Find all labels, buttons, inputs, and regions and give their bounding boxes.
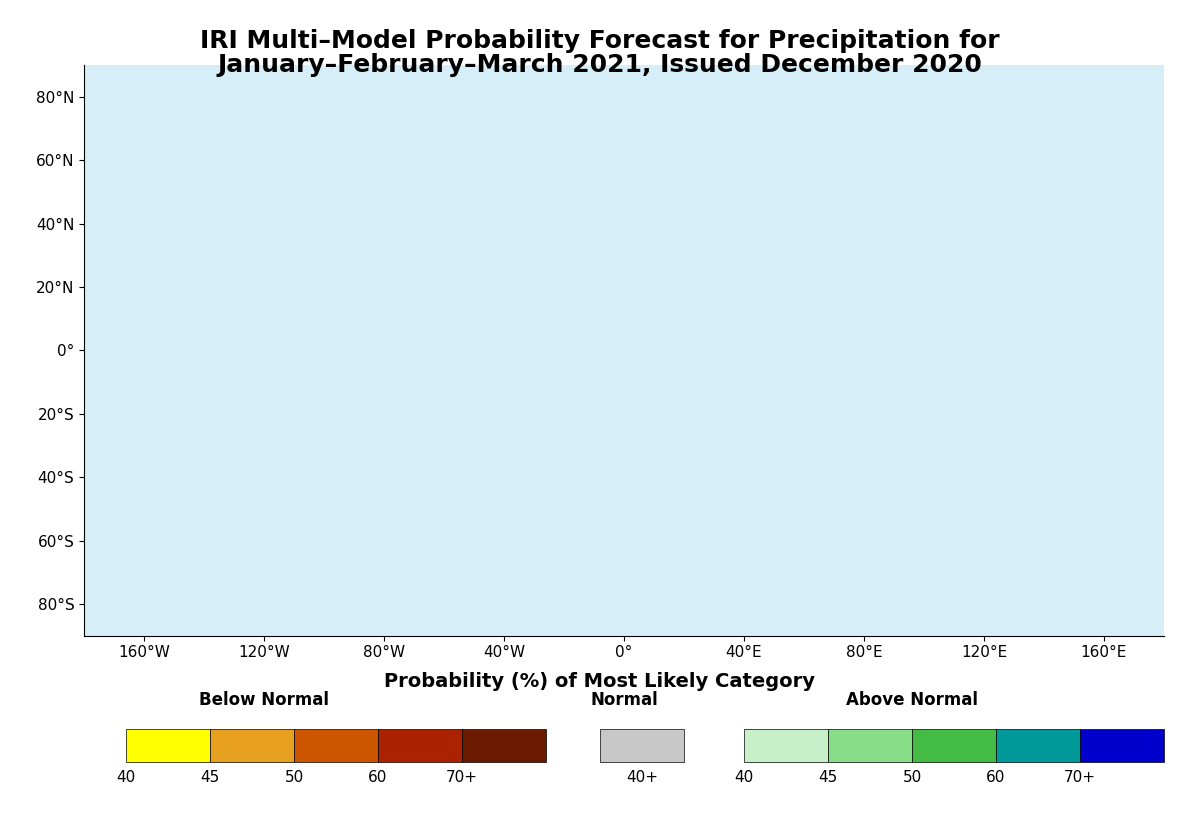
Text: Below Normal: Below Normal (199, 691, 329, 709)
Text: 40+: 40+ (626, 770, 658, 785)
Text: 40: 40 (734, 770, 754, 785)
Text: 40: 40 (116, 770, 136, 785)
Text: IRI Multi–Model Probability Forecast for Precipitation for: IRI Multi–Model Probability Forecast for… (200, 29, 1000, 52)
Text: Probability (%) of Most Likely Category: Probability (%) of Most Likely Category (384, 672, 816, 691)
Text: 50: 50 (284, 770, 304, 785)
Text: 70+: 70+ (1064, 770, 1096, 785)
Text: 60: 60 (986, 770, 1006, 785)
Text: Normal: Normal (590, 691, 658, 709)
Text: 60: 60 (368, 770, 388, 785)
Text: January–February–March 2021, Issued December 2020: January–February–March 2021, Issued Dece… (217, 53, 983, 77)
Text: 50: 50 (902, 770, 922, 785)
Text: 45: 45 (200, 770, 220, 785)
Text: Above Normal: Above Normal (846, 691, 978, 709)
Text: 45: 45 (818, 770, 838, 785)
Text: 70+: 70+ (446, 770, 478, 785)
